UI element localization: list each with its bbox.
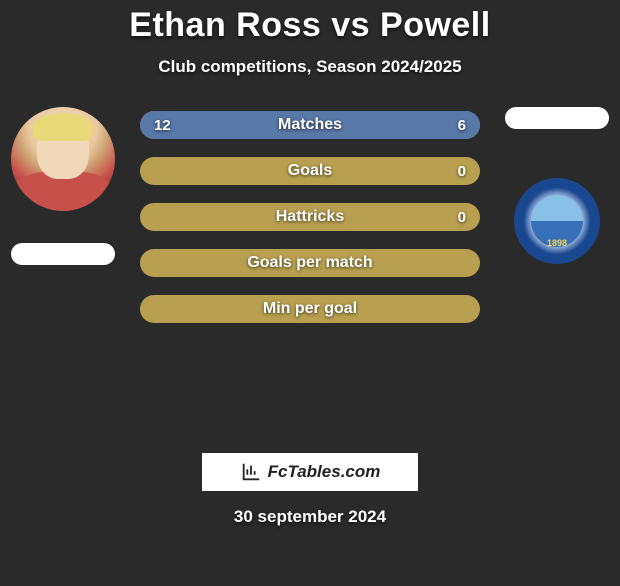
player-right-flag [505,107,609,129]
stat-row: Goals per match [140,249,480,277]
stat-row: Goals0 [140,157,480,185]
date-text: 30 september 2024 [0,507,620,527]
club-year: 1898 [547,238,567,248]
bar-value-right: 0 [458,157,466,185]
subtitle: Club competitions, Season 2024/2025 [0,57,620,77]
stat-row: Matches12 6 [140,111,480,139]
player-left-avatar [11,107,115,211]
stat-bars: Matches126Goals0Hattricks0Goals per matc… [140,107,480,323]
player-right-club-badge: 1898 [514,178,600,264]
bar-label: Goals per match [140,249,480,277]
chart-icon [240,461,262,483]
watermark-text: FcTables.com [268,462,381,482]
bar-label: Min per goal [140,295,480,323]
bar-value-right: 6 [458,111,466,139]
bar-label: Hattricks [140,203,480,231]
bar-label: Goals [140,157,480,185]
bar-value-left: 12 [154,111,171,139]
page-title: Ethan Ross vs Powell [0,6,620,45]
stat-row: Hattricks0 [140,203,480,231]
comparison-content: 1898 Matches126Goals0Hattricks0Goals per… [0,107,620,447]
bar-value-right: 0 [458,203,466,231]
player-right-column: 1898 [502,107,612,264]
stat-row: Min per goal [140,295,480,323]
watermark: FcTables.com [202,453,418,491]
player-left-column [8,107,118,265]
bar-label: Matches [140,111,480,139]
player-left-flag [11,243,115,265]
